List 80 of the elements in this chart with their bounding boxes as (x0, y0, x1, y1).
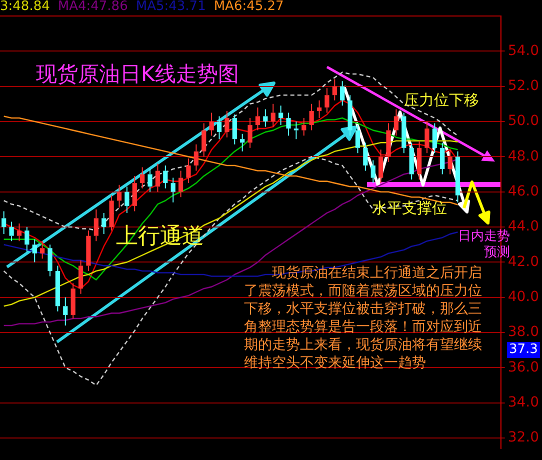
candlestick (378, 149, 384, 184)
candlestick (86, 230, 91, 272)
candlestick (224, 110, 230, 138)
y-tick-label: 34.0 (508, 394, 539, 411)
y-tick-label: 42.0 (508, 254, 539, 270)
candlestick (55, 265, 60, 312)
candlestick (16, 223, 22, 242)
candlestick (324, 88, 330, 114)
y-tick-label: 38.0 (508, 324, 539, 340)
candlestick (70, 282, 76, 319)
candlestick (109, 194, 114, 232)
candlestick (448, 149, 452, 175)
candlestick (186, 158, 191, 184)
candlestick (248, 117, 252, 148)
y-tick-label: 52.0 (508, 78, 539, 94)
candlestick (140, 166, 145, 189)
text: 3:48.84 (0, 0, 50, 14)
text: 37.3 (507, 342, 540, 358)
candlestick (170, 177, 176, 203)
candlestick (216, 116, 222, 140)
candlestick (2, 210, 6, 235)
candlestick (455, 150, 460, 203)
candlestick (332, 78, 337, 101)
candlestick (209, 112, 214, 136)
candlestick (316, 100, 322, 118)
y-tick-label: 32.0 (508, 430, 539, 446)
candlestick (394, 108, 399, 136)
candlestick (48, 244, 52, 277)
candlestick (270, 103, 276, 128)
text: MA5:43.71 (136, 0, 206, 14)
candlestick (78, 260, 84, 294)
candlestick (348, 94, 352, 136)
candlestick (240, 133, 245, 152)
candlestick (302, 117, 306, 136)
candlestick (232, 114, 237, 145)
text: 现货原油日K线走势图 (36, 61, 239, 88)
candlestick (148, 168, 152, 192)
text: MA4:47.86 (58, 0, 128, 14)
candlestick (40, 240, 45, 260)
candlestick (255, 106, 260, 131)
y-tick-label: 50.0 (508, 113, 539, 130)
candlestick (416, 140, 422, 180)
candlestick (194, 144, 198, 172)
y-tick-label: 54.0 (508, 42, 539, 59)
candlestick (163, 164, 168, 189)
candlestick (432, 122, 437, 154)
candlestick (32, 238, 37, 263)
candlestick (9, 221, 14, 242)
candlestick (155, 163, 160, 192)
y-tick-label: 36.0 (508, 359, 539, 376)
y-tick-label: 40.0 (508, 289, 539, 306)
candlestick (386, 122, 391, 162)
candlestick (409, 142, 414, 180)
candlestick (263, 108, 268, 128)
text: MA6:45.27 (214, 0, 284, 14)
y-tick-label: 46.0 (508, 183, 539, 200)
candlestick (370, 160, 376, 184)
candlestick (102, 212, 106, 235)
candlestick (424, 121, 430, 154)
candlestick (286, 112, 291, 136)
candlestick (116, 184, 122, 208)
annotation: 压力位下移 (404, 91, 479, 110)
candlestick (94, 208, 98, 242)
y-tick-label: 48.0 (508, 148, 539, 164)
candlestick (355, 124, 360, 154)
candlestick (278, 105, 284, 126)
candlestick (294, 121, 298, 140)
annotation: 水平支撑位 (372, 199, 447, 218)
candlestick (63, 296, 68, 326)
candlestick (132, 176, 137, 212)
y-tick-label: 44.0 (508, 218, 539, 235)
candlestick (24, 226, 30, 252)
candlestick (202, 122, 206, 158)
candlestick (124, 186, 130, 214)
candlestick (363, 142, 368, 172)
candlestick (340, 80, 345, 106)
candlestick (440, 142, 445, 175)
candlestick (402, 112, 406, 154)
candlestick (309, 103, 314, 131)
candlestick (178, 170, 184, 198)
